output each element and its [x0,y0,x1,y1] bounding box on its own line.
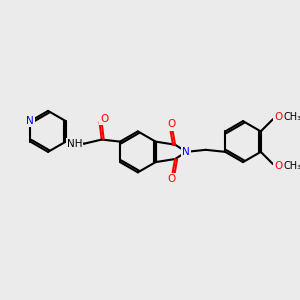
Text: O: O [100,114,108,124]
Text: O: O [168,119,176,130]
Text: NH: NH [67,139,83,149]
Text: O: O [274,161,283,171]
Text: O: O [274,112,283,122]
Text: N: N [26,116,34,126]
Text: CH₃: CH₃ [283,112,300,122]
Text: CH₃: CH₃ [283,161,300,171]
Text: N: N [182,147,190,157]
Text: O: O [168,174,176,184]
